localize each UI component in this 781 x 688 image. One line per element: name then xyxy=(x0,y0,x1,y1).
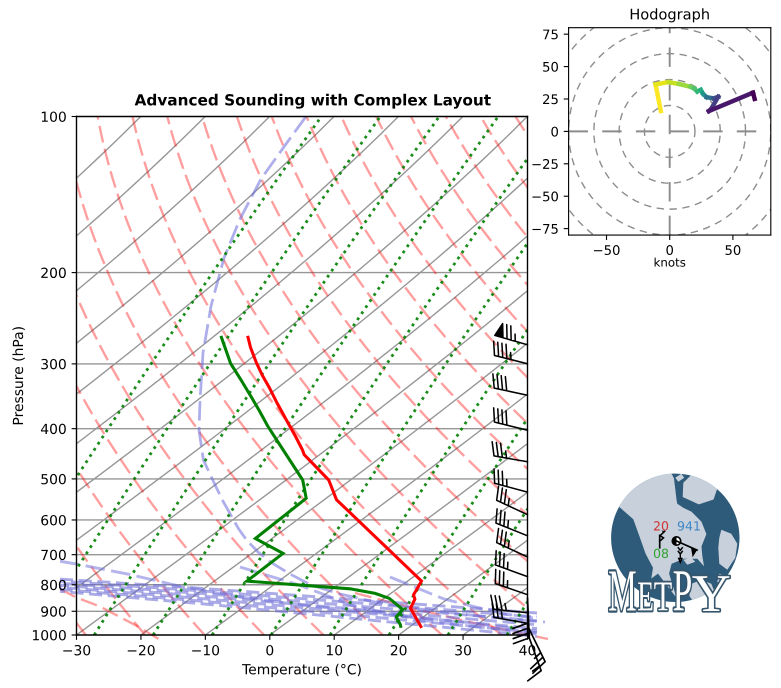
svg-text:E: E xyxy=(637,572,654,619)
svg-text:Y: Y xyxy=(692,563,731,622)
svg-text:M: M xyxy=(608,559,636,624)
svg-text:P: P xyxy=(673,558,693,623)
svg-text:T: T xyxy=(654,573,672,620)
